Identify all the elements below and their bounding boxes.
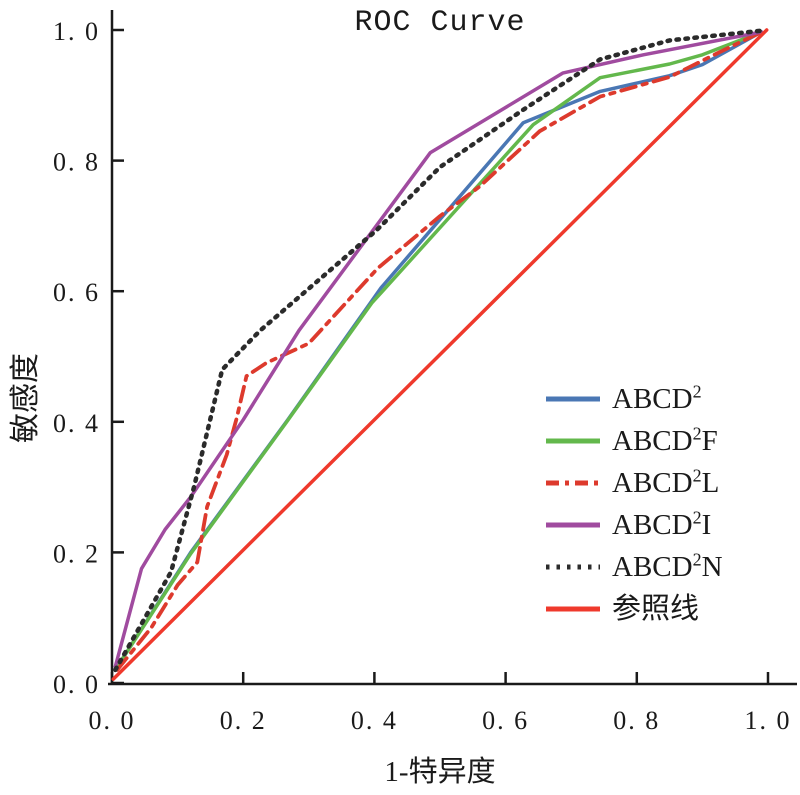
y-tick-label: 1. 0 — [53, 17, 100, 46]
x-tick-label: 0. 8 — [613, 706, 660, 735]
x-tick-label: 0. 2 — [220, 706, 267, 735]
x-tick-label: 0. 0 — [89, 706, 136, 735]
axis-ticks: 0. 0 0. 2 0. 4 0. 6 0. 8 1. 0 0. 0 0. 2 0. 4 0. 6… — [53, 17, 792, 735]
curve-abcdn — [113, 28, 764, 673]
legend-item-2: ABCD2F — [544, 420, 794, 462]
legend-item-3: ABCD2L — [544, 462, 794, 504]
legend-item-5: ABCD2N — [544, 546, 794, 588]
y-tick-label: 0. 0 — [53, 670, 100, 699]
legend: ABCD2 ABCD2F ABCD2L ABCD2I ABCD2N 参照线 — [544, 378, 794, 630]
legend-label: 参照线 — [612, 592, 700, 625]
legend-line-swatch — [546, 438, 600, 444]
x-axis-label: 1-特异度 — [384, 756, 496, 788]
legend-label: ABCD2 — [612, 380, 702, 415]
legend-line-swatch — [546, 606, 600, 612]
chart-title: ROC Curve — [354, 6, 526, 40]
y-tick-label: 0. 4 — [53, 409, 100, 438]
legend-line-swatch — [546, 564, 600, 570]
x-tick-label: 1. 0 — [745, 706, 792, 735]
y-axis-label: 敏感度 — [9, 353, 42, 443]
legend-line-swatch — [546, 480, 600, 486]
curve- — [111, 28, 769, 681]
legend-item-6: 参照线 — [544, 588, 794, 630]
curve-abcdf — [113, 30, 764, 672]
legend-item-1: ABCD2 — [544, 378, 794, 420]
legend-line-swatch — [546, 396, 600, 402]
legend-label: ABCD2I — [612, 506, 712, 541]
y-tick-label: 0. 6 — [53, 278, 100, 307]
legend-label: ABCD2F — [612, 422, 718, 457]
x-tick-label: 0. 6 — [482, 706, 529, 735]
legend-item-4: ABCD2I — [544, 504, 794, 546]
y-tick-label: 0. 2 — [53, 539, 100, 568]
y-tick-label: 0. 8 — [53, 148, 100, 177]
roc-curves — [111, 28, 769, 681]
legend-label: ABCD2L — [612, 464, 720, 499]
x-tick-label: 0. 4 — [351, 706, 398, 735]
legend-label: ABCD2N — [612, 548, 723, 583]
legend-line-swatch — [546, 522, 600, 528]
curve-abcdl — [115, 30, 764, 672]
curve-abcdi — [113, 30, 764, 669]
